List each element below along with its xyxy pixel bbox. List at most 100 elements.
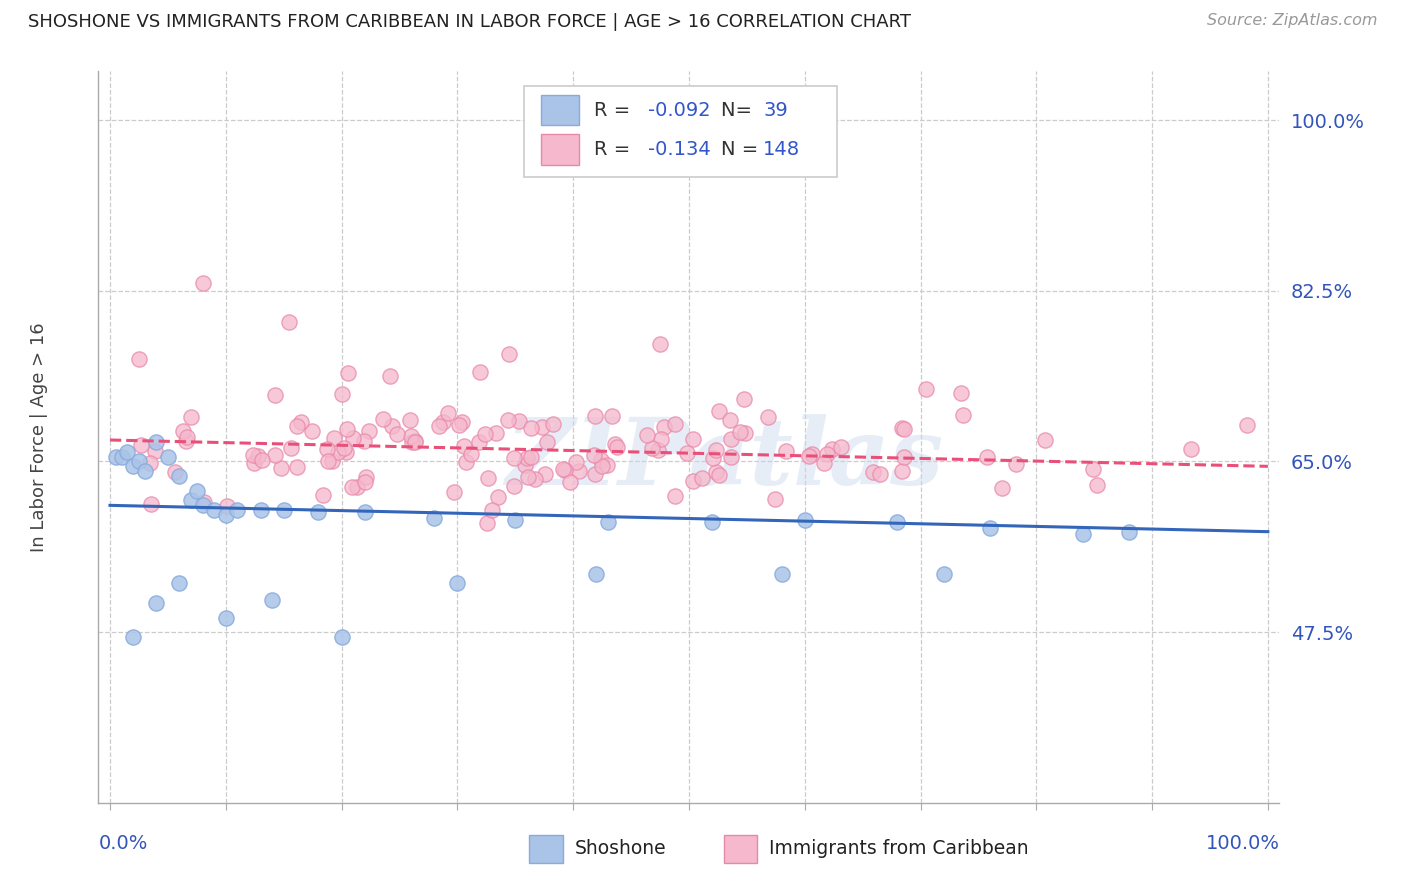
Point [583,467,606,481]
Point [354,470,377,484]
Point [503,479,526,493]
Point [862,465,884,479]
Text: Immigrants from Caribbean: Immigrants from Caribbean [769,839,1029,858]
Point [991,482,1014,496]
Point [285,459,308,474]
Point [706,465,728,479]
Point [585,566,607,581]
Bar [541,135,579,165]
Point [720,450,742,465]
Point [515,458,537,472]
Point [336,366,359,380]
Point [249,503,271,517]
Point [332,386,354,401]
Point [143,443,166,458]
Point [486,490,509,504]
Point [290,415,312,429]
Point [404,435,426,450]
Point [650,432,672,446]
Point [122,459,145,474]
Point [517,470,540,484]
Point [591,459,613,474]
Point [139,456,162,470]
Point [551,462,574,476]
Point [530,420,553,434]
Point [453,439,475,453]
Point [353,505,375,519]
Point [641,441,664,455]
Point [169,576,191,591]
Point [186,483,208,498]
Text: 148: 148 [763,140,800,159]
Point [915,382,938,396]
Point [536,435,558,450]
Point [775,444,797,458]
Point [484,425,506,440]
Point [263,448,285,462]
Point [793,513,815,527]
Point [104,450,127,464]
Point [765,492,787,507]
Point [675,446,697,460]
Point [262,593,284,607]
Point [357,425,380,439]
Point [481,502,503,516]
Point [373,411,395,425]
Bar [541,95,579,126]
Point [534,467,557,481]
Point [278,315,301,329]
Point [340,479,363,493]
Point [191,499,214,513]
Point [156,450,179,464]
Point [516,450,538,465]
Point [503,513,526,527]
Point [280,441,302,455]
Point [1081,462,1104,476]
Text: ZIP: ZIP [505,414,689,504]
Point [734,425,756,440]
Point [381,418,404,433]
Point [346,480,368,494]
Point [813,456,835,470]
Point [893,421,915,435]
Point [596,515,619,529]
Point [353,434,375,449]
Point [316,454,339,468]
Point [145,596,167,610]
Point [247,449,270,463]
Point [312,488,335,502]
Point [215,610,238,624]
Point [1180,442,1202,456]
Point [702,450,724,465]
Point [117,444,139,458]
Point [263,388,285,402]
Point [129,438,152,452]
Point [180,410,202,425]
Point [353,475,375,489]
Point [335,445,357,459]
Point [139,497,162,511]
Text: In Labor Force | Age > 16: In Labor Force | Age > 16 [31,322,48,552]
Point [122,630,145,644]
Point [134,464,156,478]
Point [602,409,624,424]
Point [336,422,359,436]
Point [180,493,202,508]
Point [176,430,198,444]
Point [891,421,914,435]
Text: R =: R = [595,140,637,159]
Point [172,424,194,438]
Point [664,417,686,432]
Point [128,352,150,367]
Text: 0.0%: 0.0% [98,834,148,853]
Point [682,474,704,488]
Point [700,515,723,529]
Point [758,410,780,425]
Point [423,511,446,525]
Bar [530,835,562,863]
Point [380,369,402,384]
Point [215,499,238,513]
Point [583,409,606,423]
Point [443,485,465,500]
Point [449,417,471,432]
